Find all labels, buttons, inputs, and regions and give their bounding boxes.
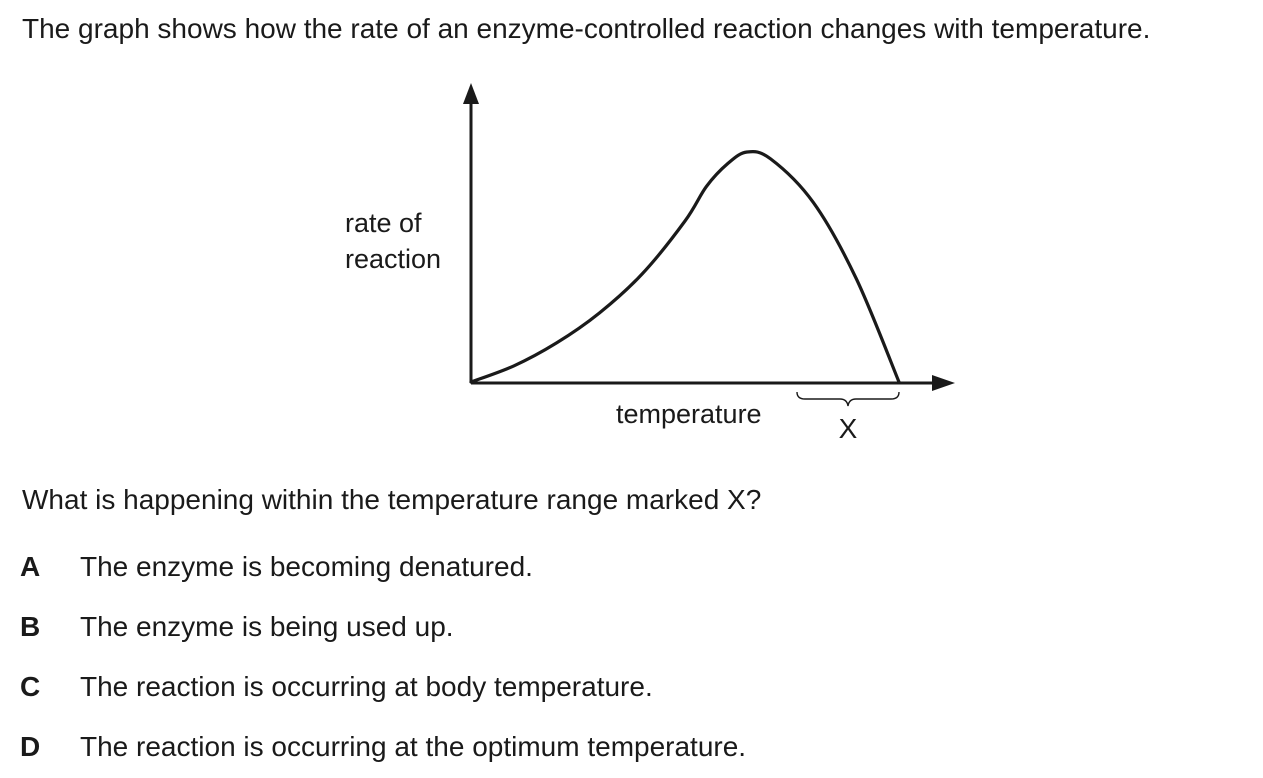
option-a[interactable]: A The enzyme is becoming denatured. xyxy=(20,550,533,584)
option-d[interactable]: D The reaction is occurring at the optimu… xyxy=(20,730,746,764)
option-b-letter: B xyxy=(20,611,41,642)
option-b[interactable]: B The enzyme is being used up. xyxy=(20,610,454,644)
x-axis-label: temperature xyxy=(616,399,762,429)
option-d-text: The reaction is occurring at the optimum… xyxy=(80,731,747,762)
question-text: What is happening within the temperature… xyxy=(22,484,762,515)
y-axis-label-line2: reaction xyxy=(345,244,441,274)
x-axis-arrowhead xyxy=(932,375,955,391)
range-x-brace xyxy=(796,391,900,407)
option-c-letter: C xyxy=(20,671,41,702)
question-intro: The graph shows how the rate of an enzym… xyxy=(22,13,1151,44)
y-axis-arrowhead xyxy=(463,83,479,104)
option-c[interactable]: C The reaction is occurring at body tempe… xyxy=(20,670,653,704)
range-x-label: X xyxy=(839,413,858,444)
option-a-letter: A xyxy=(20,551,41,582)
option-c-text: The reaction is occurring at body temper… xyxy=(80,671,653,702)
option-b-text: The enzyme is being used up. xyxy=(80,611,454,642)
rate-curve xyxy=(469,149,901,384)
option-a-text: The enzyme is becoming denatured. xyxy=(80,551,533,582)
option-d-letter: D xyxy=(20,731,41,762)
y-axis-label-line1: rate of xyxy=(345,208,422,238)
